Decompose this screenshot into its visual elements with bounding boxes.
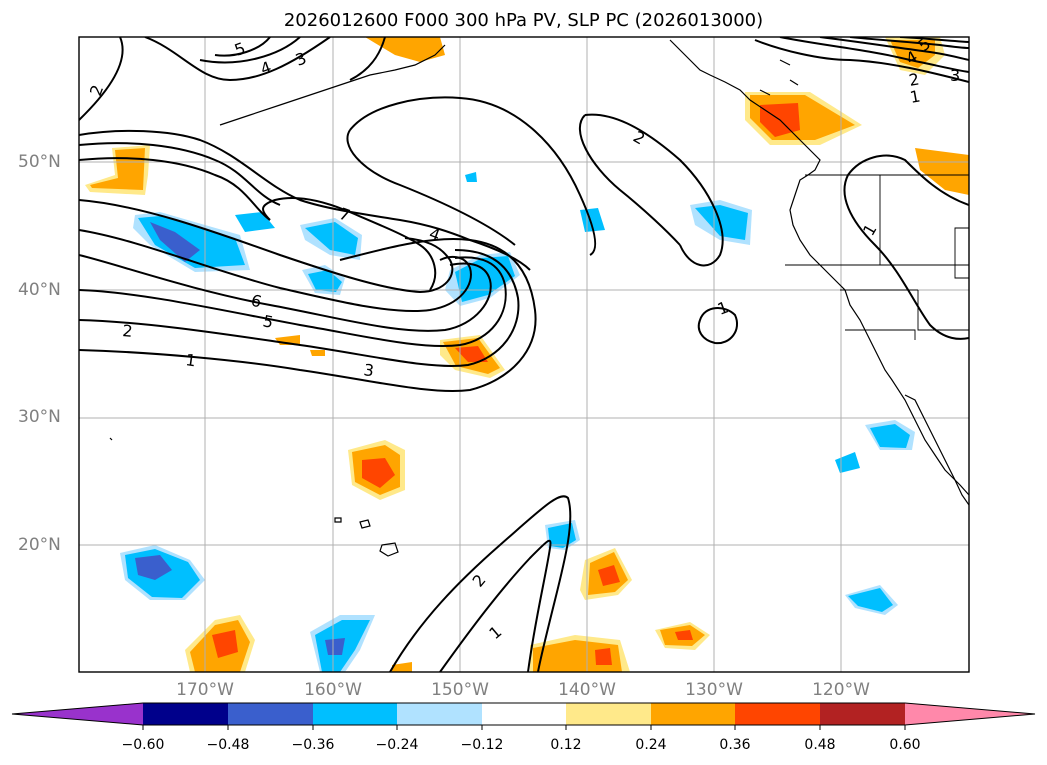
contour-label: 1 bbox=[715, 297, 731, 318]
contour-label: 1 bbox=[859, 221, 881, 239]
contour-label: 2 bbox=[630, 127, 648, 149]
colorbar-tick-label: −0.60 bbox=[121, 737, 165, 753]
colorbar-segment bbox=[482, 703, 566, 725]
pv-negative-strong-area bbox=[135, 555, 172, 580]
colorbar-tick-label: 0.36 bbox=[719, 737, 751, 753]
pv-positive-area bbox=[310, 350, 325, 356]
plot-title: 2026012600 F000 300 hPa PV, SLP PC (2026… bbox=[283, 10, 764, 31]
colorbar-extend-max bbox=[905, 703, 1035, 725]
colorbar-segment bbox=[735, 703, 820, 725]
lon-label-140w: 140°W bbox=[558, 680, 616, 700]
lat-label-50n: 50°N bbox=[18, 152, 61, 172]
colorbar-segment bbox=[313, 703, 397, 725]
lon-label-120w: 120°W bbox=[812, 680, 870, 700]
colorbar-tick-label: 0.60 bbox=[889, 737, 921, 753]
slp-contours bbox=[79, 37, 969, 672]
colorbar-tick-label: 0.48 bbox=[804, 737, 836, 753]
lon-label-160w: 160°W bbox=[304, 680, 362, 700]
pv-negative-area bbox=[305, 222, 358, 255]
pv-negative-area bbox=[235, 212, 275, 232]
pv-negative-area bbox=[848, 588, 893, 612]
pv-positive-area bbox=[90, 148, 145, 190]
contour-label: 2 bbox=[86, 82, 107, 98]
contour-label: 2 bbox=[122, 321, 134, 341]
pv-negative-strong-area bbox=[150, 222, 200, 262]
contour-label: 1 bbox=[908, 86, 921, 106]
pv-negative-area bbox=[870, 424, 910, 448]
pv-negative-strong-area bbox=[325, 638, 345, 655]
pv-positive-strong-area bbox=[598, 565, 620, 586]
contour-label: 5 bbox=[261, 311, 275, 332]
map-frame bbox=[78, 36, 970, 673]
colorbar-segment bbox=[820, 703, 905, 725]
colorbar-extend-min bbox=[12, 703, 143, 725]
pv-positive-area bbox=[915, 148, 969, 195]
contour-label: 2 bbox=[907, 69, 920, 89]
contour-label: 2 bbox=[469, 571, 490, 591]
lon-label-170w: 170°W bbox=[176, 680, 234, 700]
colorbar-segment bbox=[143, 703, 228, 725]
pv-negative-area bbox=[835, 452, 860, 473]
pv-positive-strong-area bbox=[675, 630, 693, 640]
pv-shading bbox=[85, 37, 969, 672]
lon-label-130w: 130°W bbox=[685, 680, 743, 700]
colorbar-tick-label: −0.24 bbox=[375, 737, 419, 753]
pv-negative-area bbox=[465, 172, 477, 182]
colorbar-tick-label: −0.48 bbox=[206, 737, 250, 753]
pv-negative-area bbox=[580, 208, 605, 232]
contour-label: 1 bbox=[485, 622, 505, 643]
colorbar-segment bbox=[651, 703, 735, 725]
colorbar-tick-label: −0.36 bbox=[291, 737, 335, 753]
colorbar-segment bbox=[566, 703, 651, 725]
pv-positive-area bbox=[365, 37, 445, 62]
pv-positive-area bbox=[392, 662, 412, 672]
contour-label: 5 bbox=[232, 38, 248, 59]
contour-label: 6 bbox=[249, 291, 264, 312]
contour-label: 1 bbox=[184, 350, 197, 370]
colorbar-segment bbox=[228, 703, 313, 725]
colorbar-tick-label: 0.12 bbox=[550, 737, 582, 753]
pv-positive-strong-area bbox=[455, 346, 488, 362]
pv-positive-strong-area bbox=[595, 648, 612, 665]
coastlines bbox=[109, 39, 969, 557]
lon-label-150w: 150°W bbox=[431, 680, 489, 700]
colorbar-tick-label: −0.12 bbox=[460, 737, 504, 753]
colorbar bbox=[11, 702, 1036, 730]
pv-positive-strong-area bbox=[212, 630, 238, 658]
pv-positive-area bbox=[890, 40, 935, 68]
contour-label: 3 bbox=[362, 360, 375, 380]
contour-label: 3 bbox=[950, 66, 960, 85]
lat-label-20n: 20°N bbox=[18, 535, 61, 555]
lat-label-30n: 30°N bbox=[18, 407, 61, 427]
pv-positive-strong-area bbox=[362, 458, 395, 488]
colorbar-tick-label: 0.24 bbox=[635, 737, 667, 753]
colorbar-segment bbox=[397, 703, 482, 725]
pv-negative-area bbox=[695, 205, 748, 240]
lat-label-40n: 40°N bbox=[18, 280, 61, 300]
